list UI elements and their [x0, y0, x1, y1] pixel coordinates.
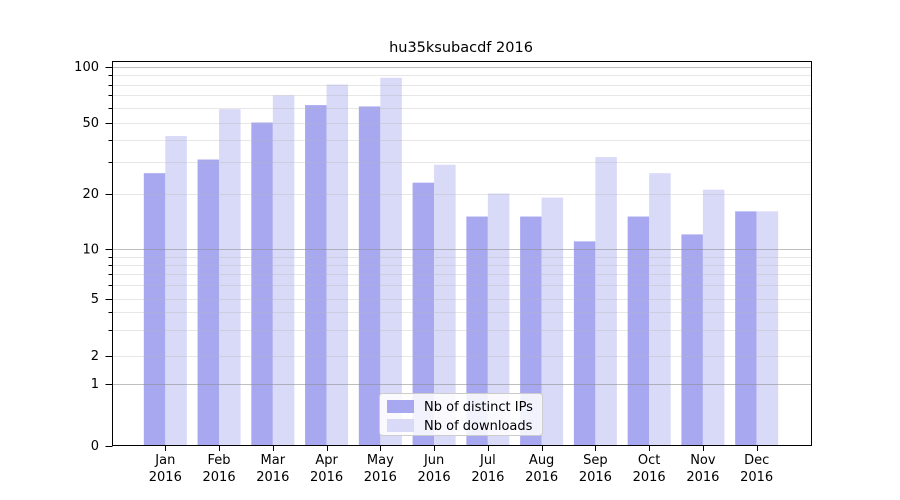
- chart-title: hu35ksubacdf 2016: [389, 40, 533, 56]
- x-tick-label-Nov: Nov: [690, 453, 716, 468]
- bar-downloads-Mar: [272, 95, 295, 446]
- x-tick-label-Feb: Feb: [208, 453, 231, 468]
- bar-downloads-Apr: [326, 84, 349, 446]
- bar-distinct-ips-Sep: [573, 241, 596, 446]
- bar-downloads-Feb: [219, 109, 241, 446]
- bar-distinct-ips-May: [358, 106, 381, 446]
- y-tick-label-50: 50: [82, 116, 99, 131]
- y-tick-label-1: 1: [91, 377, 99, 392]
- x-tick-year-Jun: 2016: [418, 470, 451, 485]
- legend-box: [379, 393, 543, 436]
- y-tick-label-100: 100: [74, 60, 99, 75]
- bar-distinct-ips-Jul: [466, 216, 488, 446]
- axes-layer: [105, 61, 812, 451]
- x-tick-year-Dec: 2016: [740, 470, 773, 485]
- bar-downloads-Jul: [487, 193, 510, 446]
- bar-downloads-Jun: [434, 164, 456, 446]
- legend-swatch-downloads: [387, 419, 414, 432]
- x-tick-year-Oct: 2016: [633, 470, 666, 485]
- bar-distinct-ips-Jan: [143, 173, 166, 446]
- legend: Nb of distinct IPs Nb of downloads: [379, 393, 543, 436]
- x-tick-year-Nov: 2016: [686, 470, 719, 485]
- x-tick-label-Sep: Sep: [583, 453, 608, 468]
- y-tick-label-10: 10: [82, 243, 99, 258]
- bar-distinct-ips-Jun: [412, 182, 435, 446]
- x-tick-label-Aug: Aug: [529, 453, 554, 468]
- bar-downloads-Aug: [541, 197, 564, 446]
- bar-downloads-Nov: [702, 189, 725, 446]
- legend-label-distinct-ips: Nb of distinct IPs: [424, 400, 533, 415]
- x-tick-label-Mar: Mar: [261, 453, 286, 468]
- x-tick-label-Dec: Dec: [744, 453, 769, 468]
- y-tick-label-2: 2: [91, 349, 99, 364]
- bar-downloads-May: [380, 77, 402, 446]
- legend-label-downloads: Nb of downloads: [424, 419, 533, 434]
- legend-swatch-distinct-ips: [387, 400, 414, 413]
- bar-distinct-ips-Aug: [520, 216, 542, 446]
- x-tick-label-Jul: Jul: [479, 453, 496, 468]
- bar-distinct-ips-Apr: [305, 105, 327, 446]
- plot-border: [112, 61, 812, 446]
- y-tick-label-0: 0: [91, 439, 99, 454]
- x-tick-year-May: 2016: [364, 470, 397, 485]
- grid-layer: [112, 67, 812, 385]
- x-tick-year-Aug: 2016: [525, 470, 558, 485]
- bar-downloads-Dec: [756, 211, 779, 446]
- bar-distinct-ips-Mar: [251, 122, 273, 446]
- bar-distinct-ips-Feb: [197, 159, 220, 446]
- bars-layer: [143, 77, 779, 446]
- x-tick-year-Apr: 2016: [310, 470, 343, 485]
- bar-downloads-Oct: [649, 173, 671, 446]
- x-tick-label-Jun: Jun: [423, 453, 444, 468]
- bar-distinct-ips-Nov: [681, 234, 703, 446]
- y-tick-label-5: 5: [91, 292, 99, 307]
- tick-labels-layer: 0 1 2 5 10 20 50 100 Jan 2016 Feb 2016 Mar 2016 Apr 201…: [74, 60, 773, 485]
- x-tick-year-Mar: 2016: [256, 470, 289, 485]
- x-tick-label-May: May: [367, 453, 394, 468]
- x-tick-year-Sep: 2016: [579, 470, 612, 485]
- bar-downloads-Jan: [165, 136, 187, 446]
- x-tick-label-Jan: Jan: [154, 453, 175, 468]
- y-tick-label-20: 20: [82, 187, 99, 202]
- x-tick-year-Feb: 2016: [203, 470, 236, 485]
- bar-downloads-Sep: [595, 157, 617, 446]
- x-tick-label-Apr: Apr: [315, 453, 338, 468]
- bar-distinct-ips-Dec: [735, 211, 757, 446]
- bar-distinct-ips-Oct: [627, 216, 650, 446]
- x-tick-label-Oct: Oct: [638, 453, 660, 468]
- x-tick-year-Jan: 2016: [149, 470, 182, 485]
- x-tick-year-Jul: 2016: [471, 470, 504, 485]
